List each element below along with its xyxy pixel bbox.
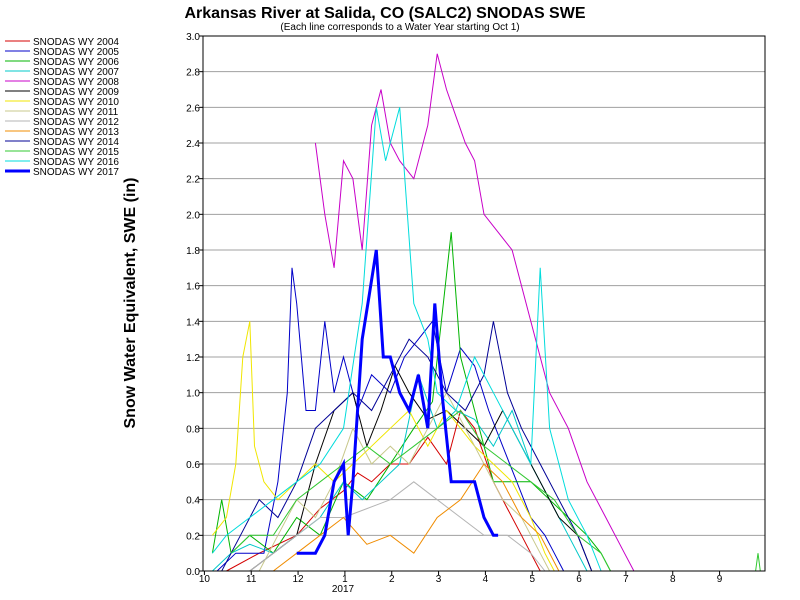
legend-label: SNODAS WY 2012 <box>33 117 119 128</box>
series-line-snodas-wy-2017 <box>296 249 499 555</box>
legend-label: SNODAS WY 2004 <box>33 37 119 48</box>
legend-label: SNODAS WY 2006 <box>33 57 119 68</box>
series-line-snodas-wy-2005 <box>216 267 565 572</box>
y-tick-labels: 0.0 0.2 0.4 0.6 0.8 1.0 1.2 1.4 1.6 1.8 2.0 2.2 2.4 2… <box>186 32 203 578</box>
series-line-snodas-wy-2016 <box>212 107 602 572</box>
x-tick-label: 5 <box>529 574 535 585</box>
x-tick-label: 9 <box>717 574 723 585</box>
grid-lines <box>203 71 765 536</box>
x-tick-label: 7 <box>623 574 629 585</box>
y-tick-label: 2.8 <box>186 68 200 79</box>
series-line-snodas-wy-2011 <box>258 391 551 572</box>
series-line-snodas-wy-2008 <box>314 53 635 572</box>
plot-frame <box>202 35 766 572</box>
x-tick-label: 1 <box>342 574 348 585</box>
chart-title: Arkansas River at Salida, CO (SALC2) SNO… <box>185 5 586 22</box>
legend-label: SNODAS WY 2009 <box>33 87 119 98</box>
x-tick-labels: 10 11 12 1 2 3 4 5 6 7 8 9 <box>199 571 723 585</box>
x-tick-label: 3 <box>436 574 442 585</box>
legend-label: SNODAS WY 2013 <box>33 127 119 138</box>
y-tick-label: 2.4 <box>186 139 200 150</box>
y-tick-label: 1.0 <box>186 389 200 400</box>
series-line-snodas-wy-2009 <box>249 364 593 572</box>
y-tick-label: 1.6 <box>186 282 200 293</box>
x-tick-label: 10 <box>199 574 211 585</box>
x-tick-label: 11 <box>246 574 257 585</box>
y-tick-label: 0.8 <box>186 424 200 435</box>
y-tick-label: 0.0 <box>186 567 200 578</box>
y-tick-label: 0.6 <box>186 460 200 471</box>
y-tick-label: 3.0 <box>186 32 200 43</box>
x-tick-label: 12 <box>293 574 305 585</box>
legend-label: SNODAS WY 2011 <box>33 107 119 118</box>
legend-label: SNODAS WY 2016 <box>33 157 119 168</box>
series-line-snodas-wy-2014 <box>221 321 593 572</box>
legend-label: SNODAS WY 2005 <box>33 47 119 58</box>
series-line-snodas-wy-2006 <box>211 232 611 572</box>
legend-label: SNODAS WY 2015 <box>33 147 119 158</box>
legend-label: SNODAS WY 2017 <box>33 167 119 178</box>
x-tick-label: 2 <box>389 574 395 585</box>
y-tick-label: 1.4 <box>186 317 200 328</box>
y-tick-label: 2.6 <box>186 103 200 114</box>
y-tick-label: 0.4 <box>186 496 200 507</box>
y-tick-label: 2.0 <box>186 210 200 221</box>
x-tick-label: 8 <box>670 574 676 585</box>
series-lines <box>211 53 761 572</box>
legend-label: SNODAS WY 2010 <box>33 97 119 108</box>
legend-label: SNODAS WY 2007 <box>33 67 119 78</box>
x-year-label: 2017 <box>332 584 355 595</box>
legend-label: SNODAS WY 2008 <box>33 77 119 88</box>
y-axis-label: Snow Water Equivalent, SWE (in) <box>122 178 139 429</box>
x-tick-label: 6 <box>576 574 582 585</box>
chart-subtitle: (Each line corresponds to a Water Year s… <box>280 22 519 33</box>
y-tick-label: 1.2 <box>186 353 200 364</box>
series-line-snodas-wy-2015 <box>230 409 761 572</box>
y-tick-label: 2.2 <box>186 175 200 186</box>
legend-label: SNODAS WY 2014 <box>33 137 119 148</box>
x-tick-label: 4 <box>483 574 489 585</box>
series-line-snodas-wy-2004 <box>226 409 541 572</box>
y-tick-label: 1.8 <box>186 246 200 257</box>
series-line-snodas-wy-2010 <box>212 321 555 572</box>
series-line-snodas-wy-2012 <box>249 481 546 572</box>
y-tick-label: 0.2 <box>186 531 200 542</box>
